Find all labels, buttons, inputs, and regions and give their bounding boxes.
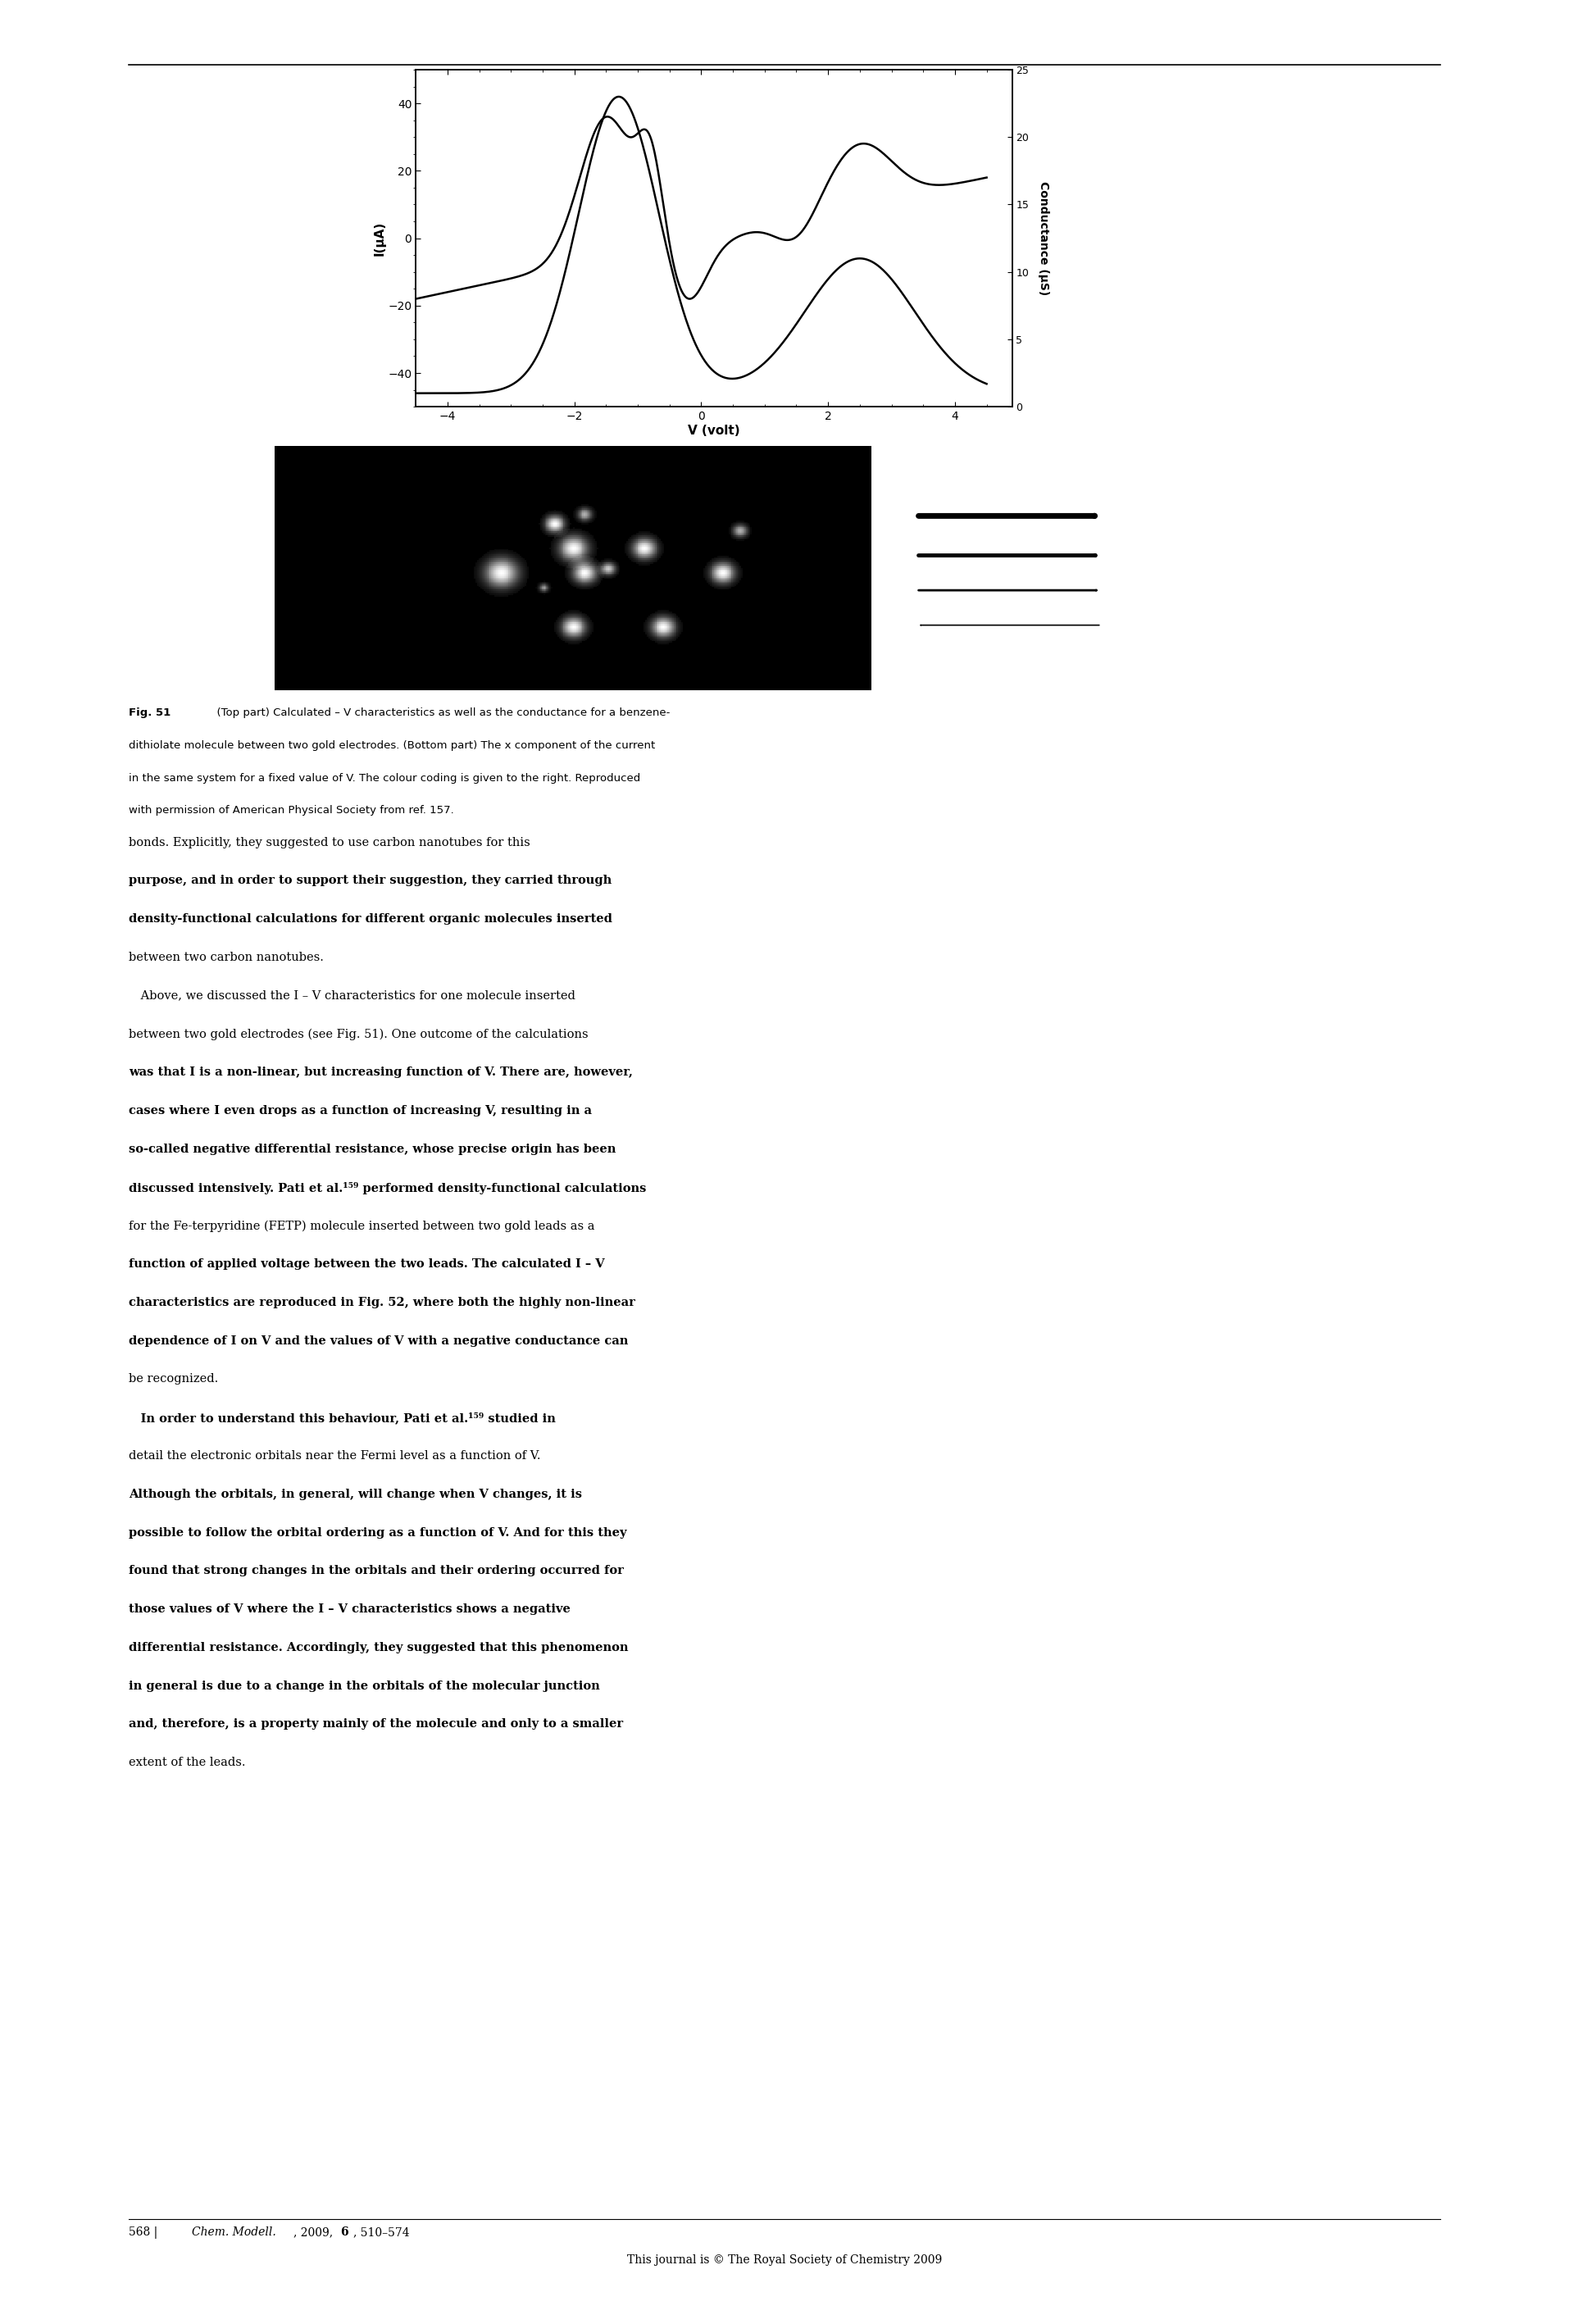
Text: dependence of I on V and the values of V with a negative conductance can: dependence of I on V and the values of V… — [129, 1334, 628, 1346]
Text: In order to understand this behaviour, Pati et al.¹⁵⁹ studied in: In order to understand this behaviour, P… — [129, 1411, 555, 1425]
X-axis label: V (volt): V (volt) — [687, 425, 741, 437]
Text: 6: 6 — [340, 2226, 348, 2238]
Text: , 510–574: , 510–574 — [353, 2226, 410, 2238]
Text: in the same system for a fixed value of V. The colour coding is given to the rig: in the same system for a fixed value of … — [129, 772, 640, 783]
Text: dithiolate molecule between two gold electrodes. (Bottom part) The x component o: dithiolate molecule between two gold ele… — [129, 739, 656, 751]
Text: between two gold electrodes (see Fig. 51). One outcome of the calculations: between two gold electrodes (see Fig. 51… — [129, 1027, 588, 1041]
Text: those values of V where the I – V characteristics shows a negative: those values of V where the I – V charac… — [129, 1604, 571, 1615]
Text: function of applied voltage between the two leads. The calculated I – V: function of applied voltage between the … — [129, 1257, 604, 1269]
Text: and, therefore, is a property mainly of the molecule and only to a smaller: and, therefore, is a property mainly of … — [129, 1720, 623, 1729]
Text: detail the electronic orbitals near the Fermi level as a function of V.: detail the electronic orbitals near the … — [129, 1450, 541, 1462]
Text: for the Fe-terpyridine (FETP) molecule inserted between two gold leads as a: for the Fe-terpyridine (FETP) molecule i… — [129, 1220, 595, 1232]
Text: discussed intensively. Pati et al.¹⁵⁹ performed density-functional calculations: discussed intensively. Pati et al.¹⁵⁹ pe… — [129, 1181, 646, 1195]
Text: characteristics are reproduced in Fig. 52, where both the highly non-linear: characteristics are reproduced in Fig. 5… — [129, 1297, 635, 1308]
Y-axis label: I(μA): I(μA) — [373, 221, 386, 256]
Text: Fig. 51: Fig. 51 — [129, 706, 171, 718]
Text: (Top part) Calculated – V characteristics as well as the conductance for a benze: (Top part) Calculated – V characteristic… — [210, 706, 670, 718]
Text: be recognized.: be recognized. — [129, 1373, 218, 1385]
Text: differential resistance. Accordingly, they suggested that this phenomenon: differential resistance. Accordingly, th… — [129, 1641, 628, 1652]
Text: was that I is a non-linear, but increasing function of V. There are, however,: was that I is a non-linear, but increasi… — [129, 1067, 632, 1078]
Text: purpose, and in order to support their suggestion, they carried through: purpose, and in order to support their s… — [129, 874, 612, 885]
Text: 568 |: 568 | — [129, 2226, 162, 2238]
Text: so-called negative differential resistance, whose precise origin has been: so-called negative differential resistan… — [129, 1143, 617, 1155]
Text: possible to follow the orbital ordering as a function of V. And for this they: possible to follow the orbital ordering … — [129, 1527, 626, 1538]
Text: between two carbon nanotubes.: between two carbon nanotubes. — [129, 953, 323, 962]
Text: found that strong changes in the orbitals and their ordering occurred for: found that strong changes in the orbital… — [129, 1566, 624, 1576]
Text: in general is due to a change in the orbitals of the molecular junction: in general is due to a change in the orb… — [129, 1680, 599, 1692]
Text: This journal is © The Royal Society of Chemistry 2009: This journal is © The Royal Society of C… — [628, 2254, 941, 2266]
Text: Chem. Modell.: Chem. Modell. — [191, 2226, 276, 2238]
Text: with permission of American Physical Society from ref. 157.: with permission of American Physical Soc… — [129, 804, 453, 816]
Text: bonds. Explicitly, they suggested to use carbon nanotubes for this: bonds. Explicitly, they suggested to use… — [129, 837, 530, 848]
Text: cases where I even drops as a function of increasing V, resulting in a: cases where I even drops as a function o… — [129, 1104, 592, 1116]
Text: , 2009,: , 2009, — [293, 2226, 336, 2238]
Text: extent of the leads.: extent of the leads. — [129, 1757, 245, 1769]
Y-axis label: Conductance (μS): Conductance (μS) — [1039, 181, 1050, 295]
Text: density-functional calculations for different organic molecules inserted: density-functional calculations for diff… — [129, 913, 612, 925]
Text: Although the orbitals, in general, will change when V changes, it is: Although the orbitals, in general, will … — [129, 1487, 582, 1499]
Text: Above, we discussed the I – V characteristics for one molecule inserted: Above, we discussed the I – V characteri… — [129, 990, 576, 1002]
